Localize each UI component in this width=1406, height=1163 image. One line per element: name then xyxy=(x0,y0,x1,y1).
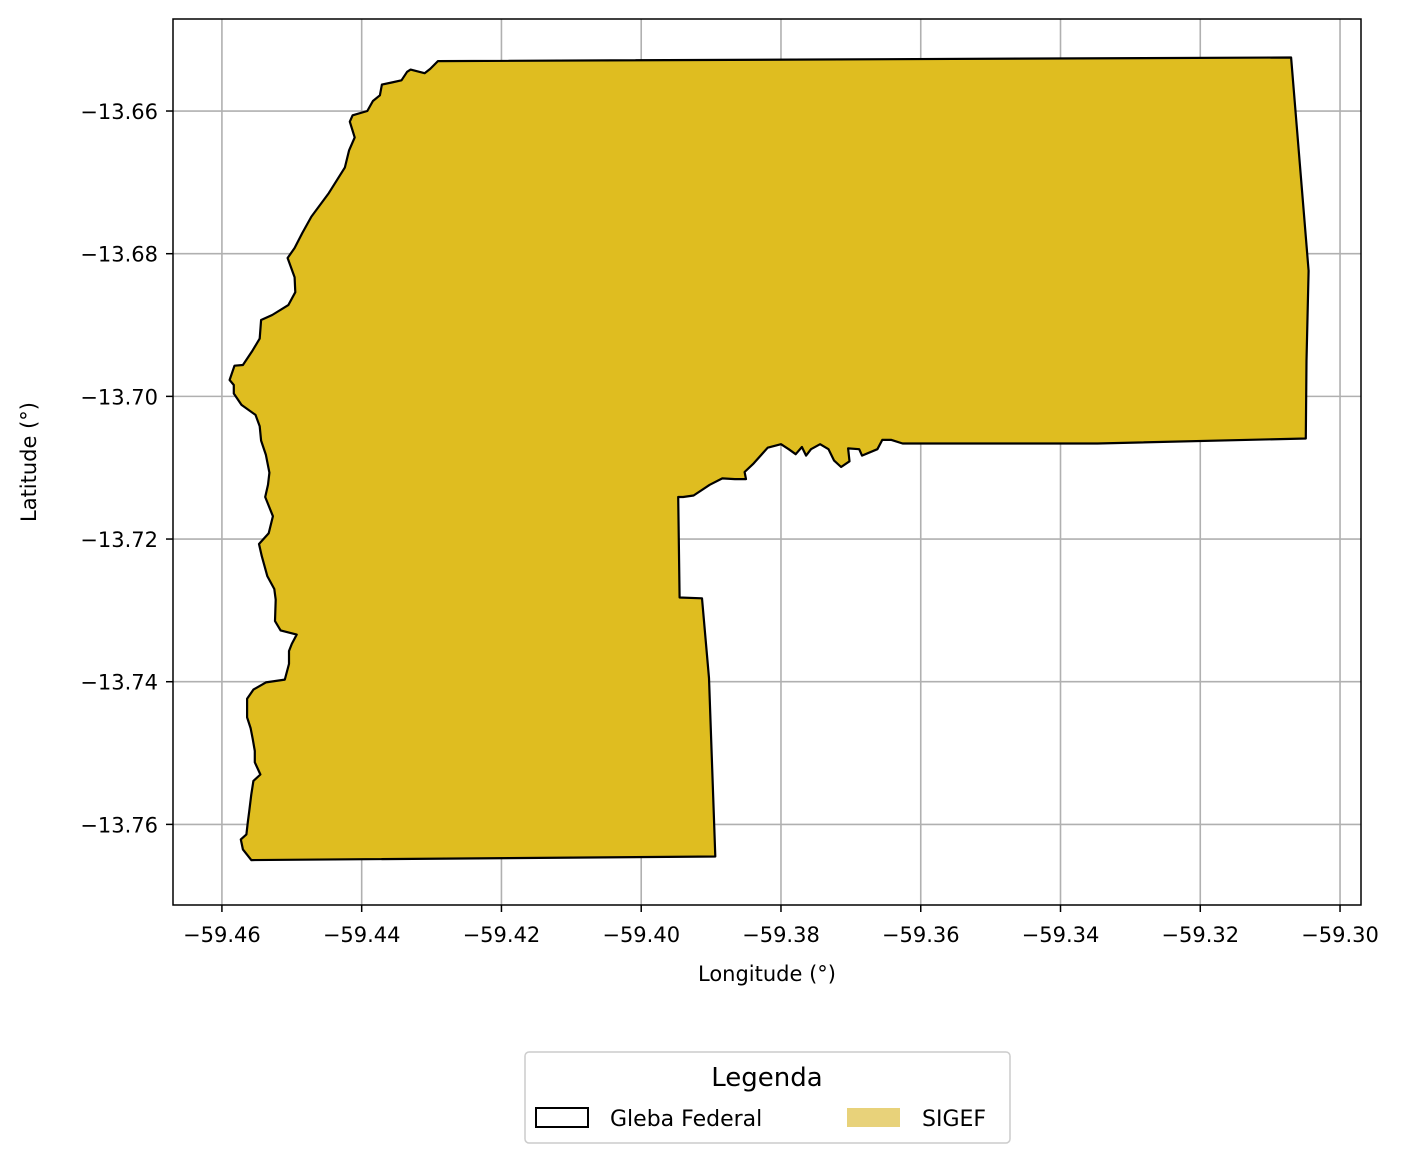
legend: Legenda Gleba Federal SIGEF xyxy=(524,1051,1011,1144)
y-tick-label-0: −13.66 xyxy=(80,100,158,124)
x-axis-label: Longitude (°) xyxy=(698,962,836,986)
y-axis-ticks: −13.66 −13.68 −13.70 −13.72 −13.74 −13.76 xyxy=(80,100,173,837)
x-tick-label-2: −59.42 xyxy=(463,923,541,947)
y-tick-label-5: −13.76 xyxy=(80,813,158,837)
legend-swatch-gleba-federal xyxy=(535,1107,589,1128)
x-tick-label-3: −59.40 xyxy=(602,923,680,947)
legend-swatch-sigef xyxy=(847,1108,900,1127)
y-tick-label-1: −13.68 xyxy=(80,243,158,267)
legend-title: Legenda xyxy=(711,1063,822,1093)
legend-label-sigef: SIGEF xyxy=(922,1107,986,1132)
gleba-federal-polygon xyxy=(228,56,1310,862)
x-tick-label-0: −59.46 xyxy=(183,923,261,947)
legend-label-gleba-federal: Gleba Federal xyxy=(610,1107,762,1132)
y-tick-label-4: −13.74 xyxy=(80,671,158,695)
x-tick-label-4: −59.38 xyxy=(742,923,820,947)
x-axis-ticks: −59.46 −59.44 −59.42 −59.40 −59.38 −59.36 −59.… xyxy=(183,905,1379,947)
y-axis-label: Latitude (°) xyxy=(17,402,41,522)
x-tick-label-5: −59.36 xyxy=(882,923,960,947)
y-tick-label-2: −13.70 xyxy=(80,385,158,409)
x-tick-label-6: −59.34 xyxy=(1022,923,1100,947)
x-tick-label-7: −59.32 xyxy=(1161,923,1239,947)
x-tick-label-1: −59.44 xyxy=(323,923,401,947)
y-tick-label-3: −13.72 xyxy=(80,528,158,552)
plot-area-frame xyxy=(172,18,1362,906)
x-tick-label-8: −59.30 xyxy=(1301,923,1379,947)
